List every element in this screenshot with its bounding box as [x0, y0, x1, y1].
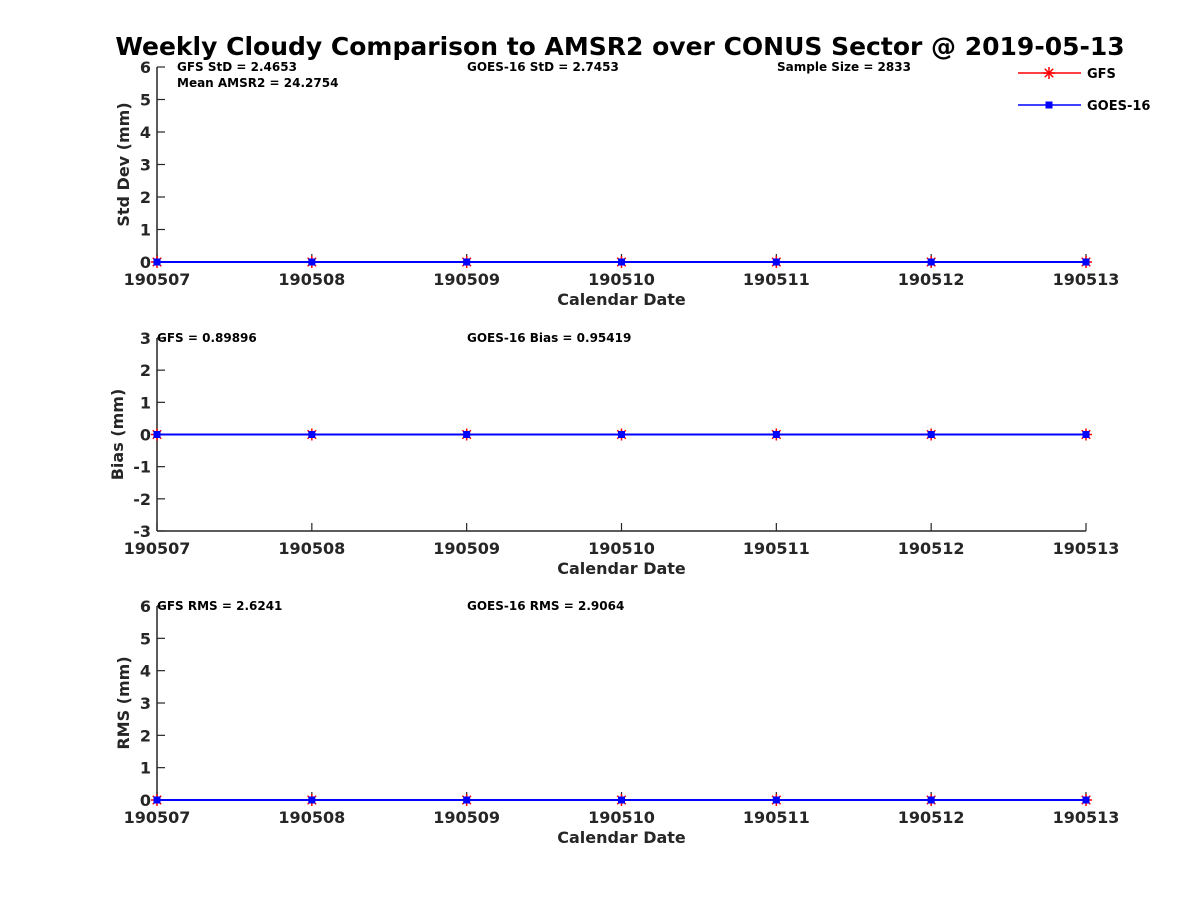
chart-title: Weekly Cloudy Comparison to AMSR2 over C… — [115, 32, 1124, 61]
legend-label: GFS — [1087, 67, 1116, 82]
x-tick-label: 190507 — [124, 539, 191, 558]
data-point — [308, 258, 316, 266]
y-axis-label: Std Dev (mm) — [114, 102, 133, 226]
x-tick-label: 190513 — [1053, 539, 1120, 558]
x-axis-label: Calendar Date — [557, 559, 686, 578]
series-goes-16 — [153, 796, 1090, 804]
x-tick-label: 190510 — [588, 808, 655, 827]
panel-2: -3 -2 -1 0 1 2 3 190507 190508 190509 190510 190511… — [108, 329, 1119, 578]
data-point — [1082, 796, 1090, 804]
y-tick-label: 2 — [140, 188, 151, 207]
x-tick-label: 190509 — [433, 270, 500, 289]
data-point — [1082, 258, 1090, 266]
data-point — [308, 796, 316, 804]
y-tick-label: 2 — [140, 726, 151, 745]
y-tick-label: 0 — [140, 253, 151, 272]
x-tick-label: 190511 — [743, 539, 810, 558]
legend-entry: GFS — [1018, 67, 1116, 82]
data-point — [772, 796, 780, 804]
y-tick-label: 1 — [140, 759, 151, 778]
x-axis-label: Calendar Date — [557, 290, 686, 309]
y-tick-label: 0 — [140, 791, 151, 810]
x-tick-label: 190508 — [278, 270, 345, 289]
y-axis-label: Bias (mm) — [108, 389, 127, 481]
x-tick-label: 190510 — [588, 539, 655, 558]
annotation-text: GFS StD = 2.4653 — [177, 60, 297, 74]
series-goes-16 — [153, 258, 1090, 266]
annotation-text: GOES-16 Bias = 0.95419 — [467, 331, 631, 345]
data-point — [927, 796, 935, 804]
data-point — [463, 796, 471, 804]
y-tick-label: 3 — [140, 329, 151, 348]
data-point — [618, 796, 625, 804]
y-tick-label: 4 — [140, 662, 151, 681]
x-tick-label: 190512 — [898, 270, 965, 289]
data-point — [153, 431, 161, 438]
y-tick-label: 3 — [140, 694, 151, 713]
legend: GFS GOES-16 — [1018, 67, 1150, 114]
annotation-text: GOES-16 RMS = 2.9064 — [467, 599, 624, 613]
data-point — [772, 258, 780, 266]
x-axis-label: Calendar Date — [557, 828, 686, 847]
x-tick-label: 190508 — [278, 539, 345, 558]
y-tick-label: -3 — [133, 522, 151, 541]
annotation-text: Mean AMSR2 = 24.2754 — [177, 76, 338, 90]
y-tick-label: 6 — [140, 597, 151, 616]
x-tick-label: 190507 — [124, 270, 191, 289]
y-tick-label: -2 — [133, 490, 151, 509]
data-point — [927, 258, 935, 266]
legend-marker — [1043, 67, 1055, 79]
data-point — [463, 431, 471, 438]
x-tick-label: 190513 — [1053, 270, 1120, 289]
y-tick-label: -1 — [133, 458, 151, 477]
x-tick-label: 190511 — [743, 270, 810, 289]
y-tick-label: 5 — [140, 629, 151, 648]
annotation-text: GOES-16 StD = 2.7453 — [467, 60, 619, 74]
y-tick-label: 0 — [140, 426, 151, 445]
y-tick-label: 1 — [140, 221, 151, 240]
legend-marker — [1045, 101, 1053, 109]
y-tick-label: 5 — [140, 91, 151, 110]
data-point — [618, 258, 625, 266]
x-tick-label: 190512 — [898, 539, 965, 558]
series-goes-16 — [153, 431, 1090, 438]
data-point — [153, 258, 161, 266]
data-point — [308, 431, 316, 438]
data-point — [463, 258, 471, 266]
x-tick-label: 190509 — [433, 539, 500, 558]
x-tick-label: 190511 — [743, 808, 810, 827]
annotation-text: GFS RMS = 2.6241 — [157, 599, 282, 613]
annotation-text: Sample Size = 2833 — [777, 60, 911, 74]
data-point — [1082, 431, 1090, 438]
y-tick-label: 4 — [140, 123, 151, 142]
panel-1: 0 1 2 3 4 5 6 190507 190508 190509 190510 190511 190… — [114, 58, 1119, 309]
x-tick-label: 190508 — [278, 808, 345, 827]
y-tick-label: 2 — [140, 361, 151, 380]
x-tick-label: 190513 — [1053, 808, 1120, 827]
x-tick-label: 190510 — [588, 270, 655, 289]
legend-entry: GOES-16 — [1018, 99, 1150, 114]
y-tick-label: 3 — [140, 156, 151, 175]
data-point — [153, 796, 161, 804]
annotation-text: GFS = 0.89896 — [157, 331, 257, 345]
legend-label: GOES-16 — [1087, 99, 1150, 114]
x-tick-label: 190512 — [898, 808, 965, 827]
y-axis-label: RMS (mm) — [114, 656, 133, 749]
x-tick-label: 190509 — [433, 808, 500, 827]
data-point — [927, 431, 935, 438]
panel-3: 0 1 2 3 4 5 6 190507 190508 190509 190510 190511 190… — [114, 597, 1119, 847]
data-point — [772, 431, 780, 438]
panels-group: 0 1 2 3 4 5 6 190507 190508 190509 190510 190511 190… — [108, 58, 1119, 847]
data-point — [618, 431, 625, 438]
y-tick-label: 6 — [140, 58, 151, 77]
y-tick-label: 1 — [140, 393, 151, 412]
x-tick-label: 190507 — [124, 808, 191, 827]
